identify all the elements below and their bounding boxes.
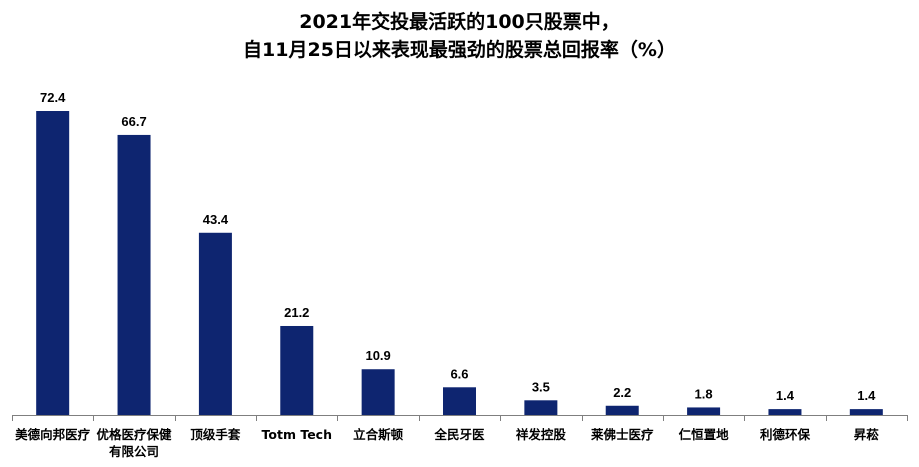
category-label-3: 顶级手套 xyxy=(190,427,241,442)
bar-7 xyxy=(524,400,558,415)
data-label-3: 43.4 xyxy=(203,212,229,227)
category-label-2-line-2: 有限公司 xyxy=(109,444,159,459)
data-label-2: 66.7 xyxy=(121,114,146,129)
chart-title: 2021年交投最活跃的100只股票中， 自11月25日以来表现最强劲的股票总回报… xyxy=(0,8,919,64)
data-label-4: 21.2 xyxy=(284,305,309,320)
chart-title-line-1: 2021年交投最活跃的100只股票中， xyxy=(299,11,620,33)
chart-title-line-2: 自11月25日以来表现最强劲的股票总回报率（%） xyxy=(243,39,676,61)
bar-4 xyxy=(280,325,314,415)
category-label-10: 利德环保 xyxy=(760,427,811,442)
category-label-5: 立合斯顿 xyxy=(353,427,404,442)
bar-6 xyxy=(443,387,476,415)
category-label-8: 莱佛士医疗 xyxy=(591,427,654,442)
category-label-4: Totm Tech xyxy=(262,427,332,442)
data-label-5: 10.9 xyxy=(365,348,390,363)
bar-2 xyxy=(117,134,151,415)
category-label-2: 优格医疗保健 xyxy=(97,427,173,442)
data-label-6: 6.6 xyxy=(450,366,468,381)
data-label-7: 3.5 xyxy=(532,379,550,394)
bar-8 xyxy=(605,405,639,415)
bar-1 xyxy=(36,111,70,415)
data-label-9: 1.8 xyxy=(695,386,713,401)
category-label-6: 全民牙医 xyxy=(433,427,485,442)
bar-5 xyxy=(361,369,395,415)
data-label-8: 2.2 xyxy=(613,385,631,400)
category-label-11: 昇菘 xyxy=(854,427,880,442)
data-label-11: 1.4 xyxy=(857,388,876,403)
bar-10 xyxy=(768,409,802,415)
data-label-1: 72.4 xyxy=(40,90,66,105)
bar-3 xyxy=(198,232,232,415)
category-label-7: 祥发控股 xyxy=(516,427,567,442)
bar-9 xyxy=(687,407,721,415)
category-label-1: 美德向邦医疗 xyxy=(15,427,91,442)
category-label-9: 仁恒置地 xyxy=(679,427,730,442)
bar-11 xyxy=(849,409,883,415)
data-label-10: 1.4 xyxy=(776,388,795,403)
